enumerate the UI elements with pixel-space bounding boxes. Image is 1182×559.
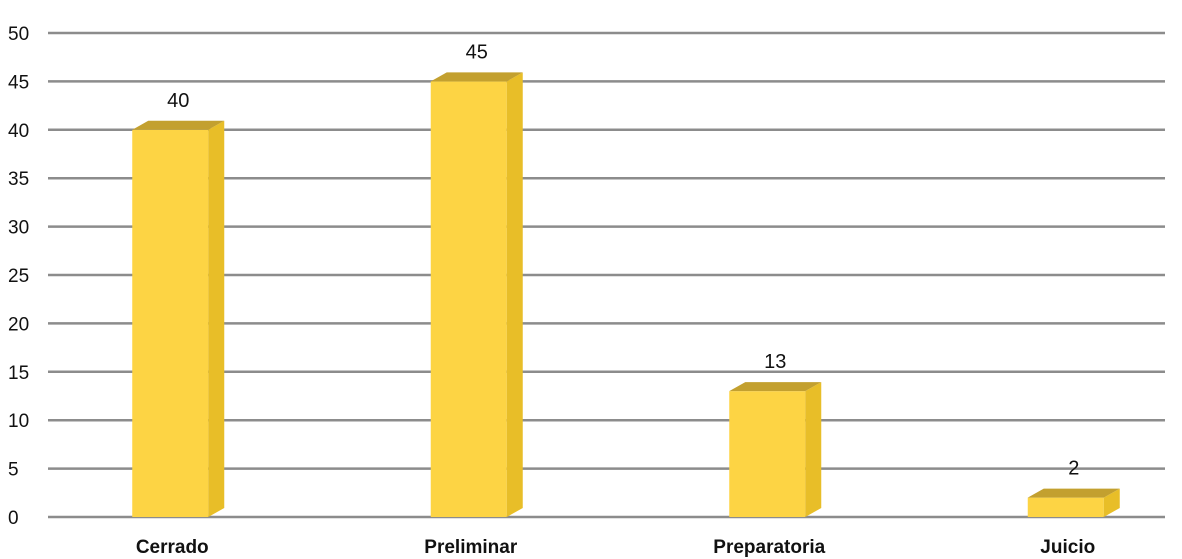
- category-label: Cerrado: [136, 537, 209, 558]
- bar-top: [132, 120, 225, 130]
- bar-side: [506, 72, 523, 518]
- y-tick-label: 10: [8, 411, 29, 432]
- bar-preliminar: [430, 72, 523, 518]
- bar-side: [1103, 488, 1120, 517]
- data-label: 40: [167, 90, 189, 112]
- bar-cerrado: [132, 120, 225, 518]
- y-tick-label: 15: [8, 363, 29, 384]
- category-labels: Cerrado Preliminar Preparatoria Juicio: [136, 537, 1095, 558]
- bar-front: [1027, 497, 1104, 517]
- bar-top: [729, 382, 822, 392]
- bar-front: [132, 129, 209, 518]
- data-label: 2: [1068, 458, 1079, 480]
- y-tick-label: 35: [8, 169, 29, 190]
- bar-juicio: [1027, 488, 1120, 517]
- y-tick-label: 25: [8, 266, 29, 287]
- y-axis-tick-labels: 0 5 10 15 20 25 30 35 40 45 50: [8, 24, 29, 529]
- y-tick-label: 5: [8, 460, 19, 481]
- bar-front: [729, 391, 806, 517]
- bar-top: [1027, 488, 1120, 498]
- bar-side: [208, 120, 225, 518]
- bars: [132, 72, 1120, 518]
- bar-top: [430, 72, 523, 82]
- bar-front: [430, 81, 507, 518]
- y-tick-label: 0: [8, 508, 19, 529]
- data-labels: 40 45 13 2: [167, 41, 1079, 479]
- bar-preparatoria: [729, 382, 822, 517]
- y-tick-label: 40: [8, 121, 29, 142]
- category-label: Preparatoria: [713, 537, 825, 558]
- bar-side: [805, 382, 822, 517]
- data-label: 45: [466, 41, 488, 63]
- y-tick-label: 50: [8, 24, 29, 45]
- gridlines: [48, 31, 1165, 519]
- data-label: 13: [764, 351, 786, 373]
- category-label: Preliminar: [424, 537, 518, 558]
- y-tick-label: 30: [8, 218, 29, 239]
- y-tick-label: 45: [8, 72, 29, 93]
- category-label: Juicio: [1040, 537, 1095, 558]
- y-tick-label: 20: [8, 314, 29, 335]
